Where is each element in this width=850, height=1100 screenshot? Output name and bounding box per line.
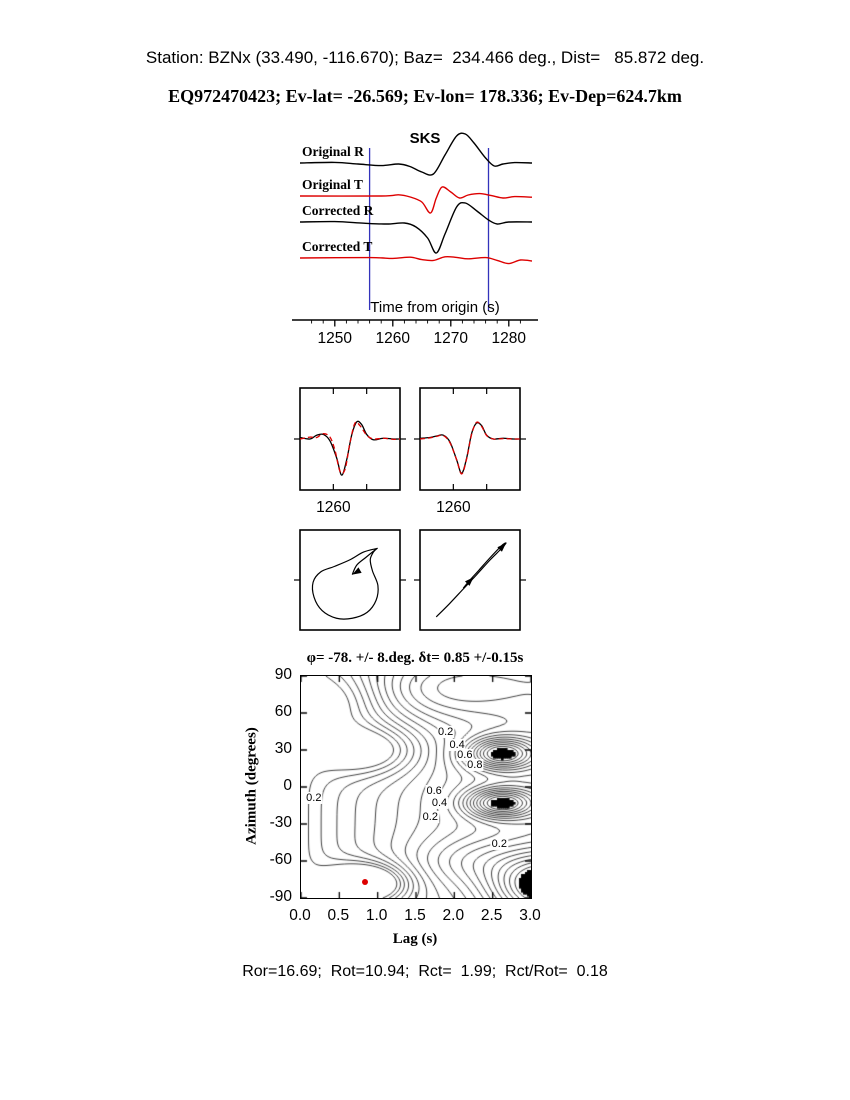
lag-tick-label: 2.5	[480, 907, 503, 924]
contour-value-label: 0.2	[421, 810, 439, 823]
lag-tick-label: 0.5	[327, 907, 350, 924]
contour-value-label: 0.6	[425, 784, 443, 797]
azimuth-tick-label: -30	[269, 814, 292, 831]
pulse-tick-label: 1260	[316, 499, 351, 516]
lag-tick-label: 1.0	[365, 907, 388, 924]
azimuth-tick-label: -90	[269, 888, 292, 905]
pulse-trace-fast	[299, 420, 401, 476]
trace-label: Corrected R	[302, 203, 374, 218]
event-title: EQ972470423; Ev-lat= -26.569; Ev-lon= 17…	[168, 86, 682, 106]
error-surface-canvas	[300, 675, 532, 899]
station-title: Station: BZNx (33.490, -116.670); Baz= 2…	[145, 48, 705, 67]
trace-original-r	[299, 132, 533, 176]
lag-tick-label: 2.0	[442, 907, 465, 924]
particle-motion-panel	[294, 529, 526, 631]
time-axis-tick-label: 1250	[318, 330, 353, 347]
pulse-tick-label: 1260	[436, 499, 471, 516]
azimuth-tick-label: 60	[274, 703, 292, 720]
lag-tick-label: 0.0	[289, 907, 311, 924]
splitting-result-title: φ= -78. +/- 8.deg. δt= 0.85 +/-0.15s	[306, 650, 524, 666]
pulse-trace-slow	[299, 421, 401, 474]
error-surface-plot: Azimuth (degrees) Lag (s) 0.0 0.5 1.0 1.5 2.…	[244, 655, 590, 955]
trace-original-t	[299, 186, 533, 214]
best-fit-marker	[362, 879, 369, 886]
azimuth-tick-label: -60	[269, 851, 292, 868]
contour-value-label: 0.8	[466, 758, 484, 772]
trace-label: Original T	[302, 177, 363, 192]
particle-motion-arrow	[352, 567, 362, 575]
azimuth-tick-label: 90	[274, 666, 292, 683]
particle-motion-path	[311, 547, 379, 620]
pulse-trace-slow	[419, 421, 521, 475]
waveform-panel: Original R Original T Corrected R Corrected…	[292, 132, 538, 347]
azimuth-tick-label: 0	[283, 777, 292, 794]
trace-corrected-r	[299, 201, 533, 254]
pulse-comparison-panel: 1260 1260	[294, 387, 526, 516]
contour-value-label: 0.2	[437, 725, 455, 738]
particle-motion-arrow	[464, 577, 474, 586]
azimuth-tick-label: 30	[274, 740, 292, 757]
particle-motion-frame	[299, 529, 401, 631]
trace-corrected-t	[299, 255, 533, 265]
phase-label: SKS	[409, 130, 441, 147]
trace-label: Original R	[302, 144, 364, 159]
lag-axis-label: Lag (s)	[392, 931, 438, 947]
contour-value-label: 0.2	[305, 792, 323, 805]
time-axis-label: Time from origin (s)	[370, 299, 500, 316]
lag-tick-label: 3.0	[519, 907, 541, 924]
contour-value-label: 0.4	[448, 739, 466, 752]
energy-ratio-caption: Ror=16.69; Rot=10.94; Rct= 1.99; Rct/Rot…	[242, 963, 608, 980]
contour-value-label: 0.2	[490, 837, 508, 850]
time-axis-tick-label: 1270	[434, 330, 469, 347]
particle-motion-arrow	[497, 543, 506, 552]
contour-value-label: 0.4	[430, 797, 449, 810]
lag-tick-label: 1.5	[404, 907, 426, 924]
time-axis-tick-label: 1260	[376, 330, 411, 347]
pulse-panel-frame	[299, 387, 401, 491]
trace-label: Corrected T	[302, 239, 372, 254]
contour-value-label: 0.6	[456, 749, 474, 762]
pulse-trace-fast	[419, 421, 521, 474]
time-axis-tick-label: 1280	[492, 330, 527, 347]
